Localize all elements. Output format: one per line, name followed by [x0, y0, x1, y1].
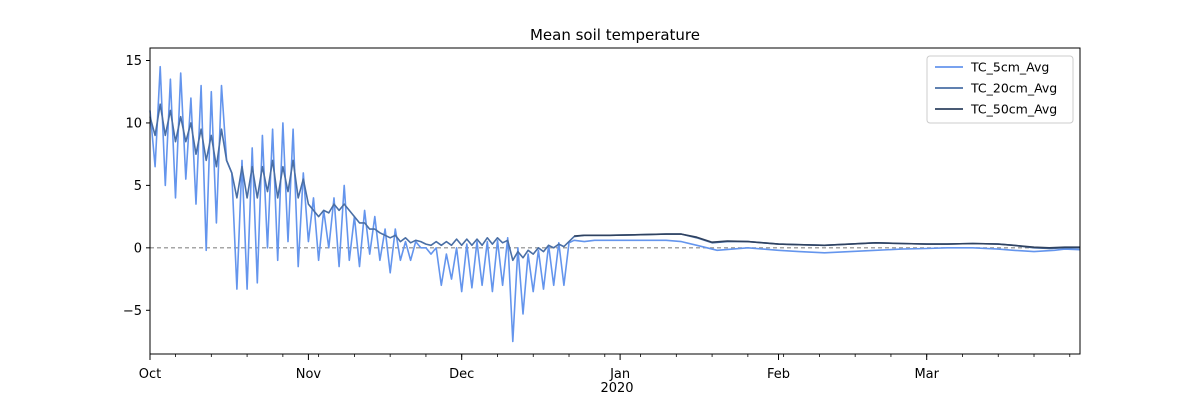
- x-tick-label: Mar: [914, 367, 939, 382]
- x-tick-label: Dec: [449, 367, 474, 382]
- legend-label: TC_20cm_Avg: [970, 81, 1057, 96]
- series-line-tc-50cm-avg: [574, 233, 1080, 249]
- y-tick-label: 5: [134, 179, 142, 194]
- y-tick-label: 0: [134, 241, 142, 256]
- legend-label: TC_5cm_Avg: [970, 60, 1049, 75]
- y-tick-label: 10: [125, 116, 142, 131]
- x-tick-label: Jan: [609, 367, 630, 382]
- plot-area: [149, 65, 1081, 343]
- y-axis: −5 0 5 10 15: [123, 54, 150, 319]
- x-year-label: 2020: [600, 381, 633, 396]
- legend-box: [926, 55, 1074, 124]
- chart-title: Mean soil temperature: [530, 26, 700, 44]
- axes-frame: [149, 47, 1081, 355]
- legend: TC_5cm_Avg TC_20cm_Avg TC_50cm_Avg: [926, 55, 1074, 124]
- x-tick-label: Oct: [139, 367, 161, 382]
- legend-label: TC_50cm_Avg: [970, 102, 1057, 117]
- y-tick-label: −5: [123, 304, 142, 319]
- y-tick-label: 15: [125, 54, 142, 69]
- series-line-tc-5cm-avg: [149, 65, 1081, 343]
- x-tick-label: Feb: [767, 367, 790, 382]
- x-axis: 2020 Oct Nov Dec Jan Feb Mar: [139, 354, 1071, 396]
- x-tick-label: Nov: [296, 367, 322, 382]
- series-line-tc-20cm-avg: [149, 103, 1080, 262]
